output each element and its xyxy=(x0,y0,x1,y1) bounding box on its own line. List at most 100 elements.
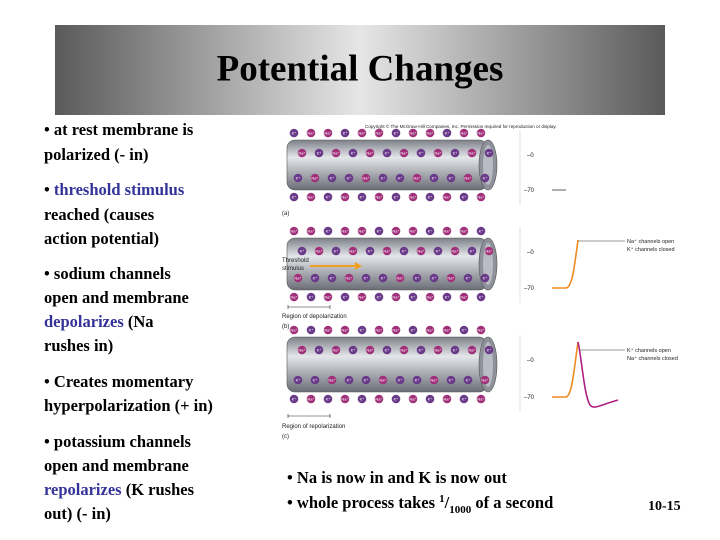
bullet-line: reached (causes xyxy=(44,205,155,224)
ion-label: Na⁺ xyxy=(396,275,403,280)
text-run: out) (- in) xyxy=(44,504,111,523)
ion-label: Na⁺ xyxy=(341,327,348,332)
ion-label: Na⁺ xyxy=(392,294,399,299)
ion xyxy=(467,246,477,256)
arrow-head xyxy=(355,262,362,270)
ion-label: Na⁺ xyxy=(349,248,356,253)
ion-label: K⁺ xyxy=(449,175,454,180)
bullet-line: open and membrane xyxy=(44,288,189,307)
ion xyxy=(306,192,316,202)
ion xyxy=(340,292,350,302)
panel-label: (c) xyxy=(282,434,289,440)
bullet-line: • threshold stimulus xyxy=(44,180,185,199)
ion-label: K⁺ xyxy=(296,377,301,382)
ion xyxy=(433,148,443,158)
ion-label: Na⁺ xyxy=(417,248,424,253)
ion-label: Na⁺ xyxy=(392,228,399,233)
ion xyxy=(348,246,358,256)
ion xyxy=(365,246,375,256)
ion xyxy=(348,148,358,158)
ion xyxy=(442,394,452,404)
ion xyxy=(459,128,469,138)
ion-label: Na⁺ xyxy=(443,194,450,199)
text-run: • Creates momentary xyxy=(44,372,194,391)
ion-label: K⁺ xyxy=(360,194,365,199)
ion-label: K⁺ xyxy=(432,275,437,280)
page-number: 10-15 xyxy=(648,499,681,514)
ion xyxy=(331,148,341,158)
ion-label: Na⁺ xyxy=(341,396,348,401)
ion-label: K⁺ xyxy=(479,228,484,233)
ion-label: K⁺ xyxy=(377,228,382,233)
ion xyxy=(340,128,350,138)
ion-label: K⁺ xyxy=(462,327,467,332)
ion xyxy=(480,273,490,283)
ion-label: Na⁺ xyxy=(358,228,365,233)
ion-label: Na⁺ xyxy=(477,327,484,332)
ion-label: Na⁺ xyxy=(294,275,301,280)
ion xyxy=(357,128,367,138)
panel-label: (a) xyxy=(282,211,289,217)
ion xyxy=(297,345,307,355)
ion xyxy=(463,273,473,283)
ion-label: K⁺ xyxy=(445,294,450,299)
ion xyxy=(289,226,299,236)
ion xyxy=(382,345,392,355)
ion-label: K⁺ xyxy=(483,175,488,180)
text-run: depolarizes xyxy=(44,312,124,331)
ion-label: K⁺ xyxy=(360,396,365,401)
ion xyxy=(361,375,371,385)
ion-label: Na⁺ xyxy=(383,248,390,253)
ion xyxy=(327,173,337,183)
ion xyxy=(344,375,354,385)
ion xyxy=(306,292,316,302)
axon xyxy=(286,139,488,191)
ion-label: K⁺ xyxy=(326,228,331,233)
ion xyxy=(314,148,324,158)
text-run: (Na xyxy=(124,312,154,331)
ion-label: K⁺ xyxy=(419,347,424,352)
ion xyxy=(442,292,452,302)
ion xyxy=(310,273,320,283)
ion xyxy=(391,128,401,138)
ion-label: Na⁺ xyxy=(358,130,365,135)
ion xyxy=(450,148,460,158)
ion-label: K⁺ xyxy=(428,194,433,199)
ion xyxy=(327,273,337,283)
ion xyxy=(476,292,486,302)
ion-label: K⁺ xyxy=(411,327,416,332)
ion xyxy=(382,246,392,256)
ion xyxy=(306,325,316,335)
annotation: Threshold xyxy=(282,258,309,264)
ion xyxy=(306,394,316,404)
ion xyxy=(365,148,375,158)
axis-label: –0 xyxy=(527,358,534,364)
ion xyxy=(361,273,371,283)
annotation: Region of repolarization xyxy=(282,424,345,430)
ion-label: K⁺ xyxy=(453,347,458,352)
bracket xyxy=(287,414,331,418)
ion-label: K⁺ xyxy=(364,275,369,280)
ion xyxy=(429,375,439,385)
ion xyxy=(476,226,486,236)
ion-label: K⁺ xyxy=(394,130,399,135)
ion-label: Na⁺ xyxy=(434,347,441,352)
annotation: stimulus xyxy=(282,266,304,272)
bullet-line: • sodium channels xyxy=(44,264,171,283)
ion-label: Na⁺ xyxy=(358,294,365,299)
ion-label: Na⁺ xyxy=(443,327,450,332)
ion xyxy=(327,375,337,385)
ion xyxy=(408,192,418,202)
text-run: open and membrane xyxy=(44,456,189,475)
ion xyxy=(446,173,456,183)
ion-label: Na⁺ xyxy=(477,130,484,135)
ion-label: Na⁺ xyxy=(375,130,382,135)
ion xyxy=(293,173,303,183)
ion xyxy=(442,128,452,138)
ion xyxy=(340,394,350,404)
axis-label: –70 xyxy=(524,188,535,194)
ion xyxy=(357,325,367,335)
ion xyxy=(467,148,477,158)
ion-label: Na⁺ xyxy=(460,130,467,135)
ion-label: Na⁺ xyxy=(460,228,467,233)
